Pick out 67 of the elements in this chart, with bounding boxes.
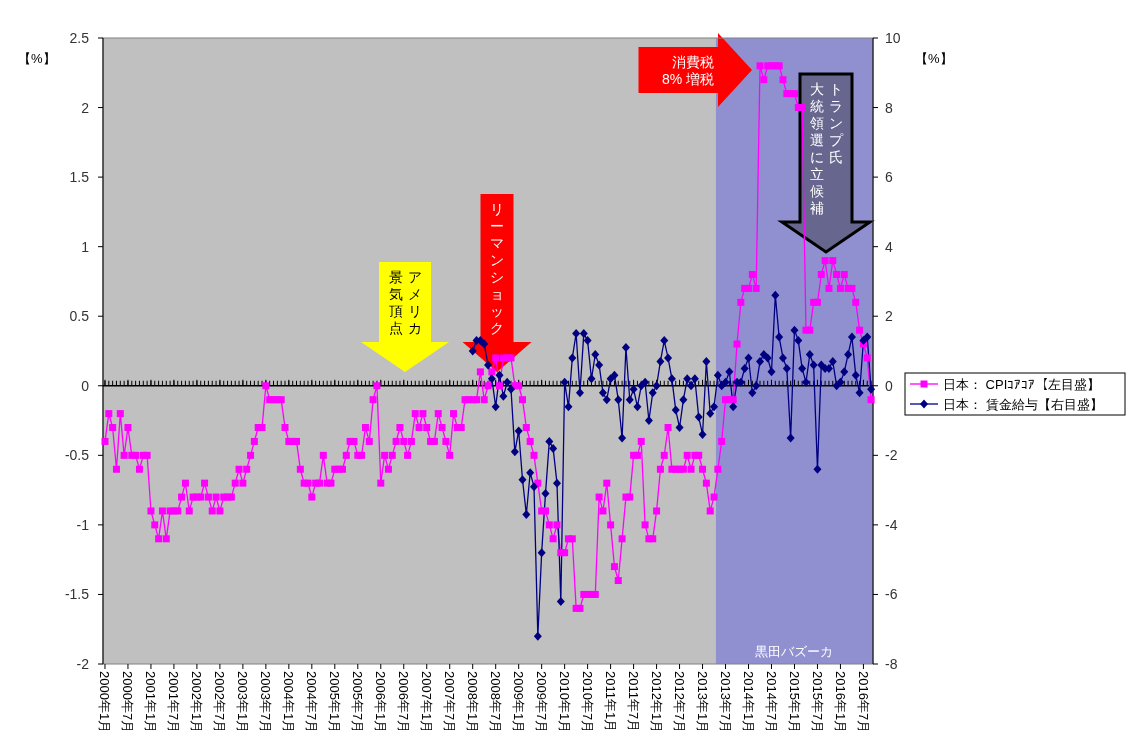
y2-tick-label: 0 bbox=[885, 377, 893, 394]
y2-tick-label: -8 bbox=[885, 656, 898, 672]
y2-tick-label: -6 bbox=[885, 586, 898, 603]
x-tick-label: 2008年7月 bbox=[488, 671, 504, 734]
y-axis-title: 【%】 bbox=[18, 51, 56, 66]
y2-tick-label: 10 bbox=[885, 30, 901, 46]
x-tick-label: 2005年7月 bbox=[350, 671, 366, 734]
legend-label: 日本： 賃金給与【右目盛】 bbox=[943, 397, 1103, 412]
x-tick-label: 2002年7月 bbox=[212, 671, 228, 734]
x-tick-label: 2004年1月 bbox=[281, 671, 297, 734]
x-tick-label: 2012年7月 bbox=[672, 671, 688, 734]
x-tick-label: 2010年7月 bbox=[580, 671, 596, 734]
x-tick-label: 2014年7月 bbox=[763, 671, 779, 734]
x-tick-label: 2007年7月 bbox=[442, 671, 458, 734]
x-tick-label: 2011年1月 bbox=[603, 671, 619, 733]
y-tick-label: 2 bbox=[81, 99, 90, 116]
x-tick-label: 2015年1月 bbox=[786, 671, 802, 734]
y2-tick-label: 4 bbox=[885, 238, 893, 255]
y2-tick-label: -4 bbox=[885, 516, 898, 533]
x-tick-label: 2007年1月 bbox=[419, 671, 435, 734]
arrow: 消費税8% 増税 bbox=[638, 33, 752, 107]
y-tick-label: 0 bbox=[81, 377, 90, 394]
x-tick-label: 2005年1月 bbox=[327, 671, 343, 734]
x-tick-label: 2014年1月 bbox=[741, 671, 757, 734]
annotation: リーマンショック bbox=[490, 200, 504, 336]
x-tick-label: 2012年1月 bbox=[649, 671, 665, 734]
x-tick-label: 2013年1月 bbox=[695, 671, 711, 734]
arrow: トランプ氏 大統領選に立候補 bbox=[777, 72, 875, 254]
y-tick-label: 1.5 bbox=[69, 169, 90, 186]
x-tick-label: 2001年7月 bbox=[166, 671, 182, 734]
x-tick-label: 2000年1月 bbox=[97, 671, 113, 734]
arrow: リーマンショック bbox=[462, 194, 532, 372]
y2-axis-title: 【%】 bbox=[915, 51, 953, 66]
x-tick-label: 2006年7月 bbox=[396, 671, 412, 734]
x-tick-label: 2009年7月 bbox=[534, 671, 550, 734]
y2-tick-label: 8 bbox=[885, 99, 893, 116]
y2-tick-label: 2 bbox=[885, 308, 893, 325]
x-tick-label: 2003年7月 bbox=[258, 671, 274, 734]
x-tick-label: 2015年7月 bbox=[809, 671, 825, 734]
y2-tick-label: 6 bbox=[885, 169, 893, 186]
annotation: 消費税8% 増税 bbox=[661, 53, 714, 87]
y-tick-label: 1 bbox=[81, 238, 90, 255]
y-tick-label: -0.5 bbox=[64, 447, 90, 464]
y-tick-label: 2.5 bbox=[69, 30, 90, 46]
x-tick-label: 2010年1月 bbox=[557, 671, 573, 734]
y2-tick-label: -2 bbox=[885, 447, 898, 464]
annotation: 大統領選に立候補 bbox=[809, 80, 824, 216]
x-tick-label: 2016年1月 bbox=[832, 671, 848, 734]
arrow: アメリカ景気頂点 bbox=[361, 262, 449, 372]
annotation: トランプ氏 bbox=[828, 80, 844, 165]
x-tick-label: 2001年1月 bbox=[143, 671, 159, 734]
x-tick-label: 2002年1月 bbox=[189, 671, 205, 734]
x-tick-label: 2006年1月 bbox=[373, 671, 389, 734]
x-tick-label: 2004年7月 bbox=[304, 671, 320, 734]
legend-label: 日本： CPIｺｱｺｱ【左目盛】 bbox=[943, 377, 1101, 392]
x-tick-label: 2008年1月 bbox=[465, 671, 481, 734]
x-tick-label: 2013年7月 bbox=[718, 671, 734, 734]
x-tick-label: 2003年1月 bbox=[235, 671, 251, 734]
y-tick-label: 0.5 bbox=[69, 308, 90, 325]
y-tick-label: -1.5 bbox=[64, 586, 90, 603]
x-tick-label: 2016年7月 bbox=[855, 671, 871, 734]
x-tick-label: 2009年1月 bbox=[511, 671, 527, 734]
y-tick-label: -2 bbox=[76, 656, 90, 672]
y-tick-label: -1 bbox=[76, 516, 90, 533]
band-label: 黒田バズーカ bbox=[755, 644, 834, 659]
x-tick-label: 2000年7月 bbox=[120, 671, 136, 734]
x-tick-label: 2011年7月 bbox=[626, 671, 642, 733]
